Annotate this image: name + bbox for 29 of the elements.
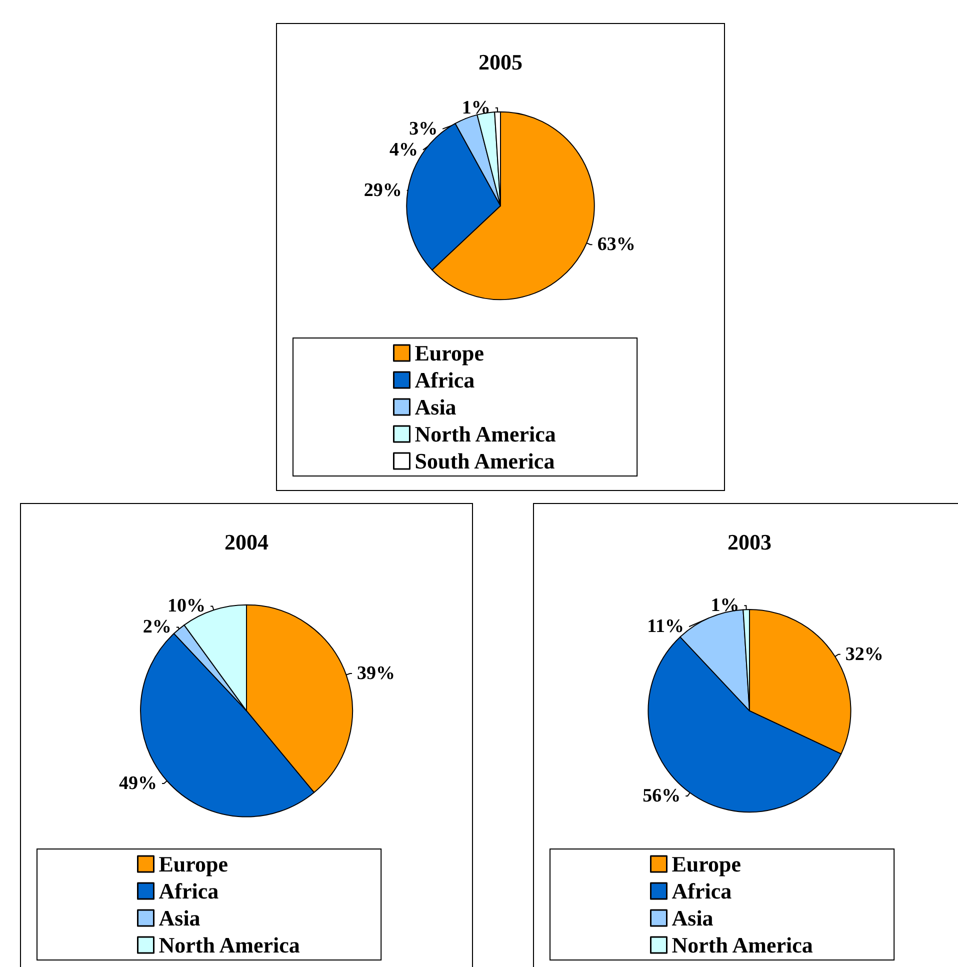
legend-label: Asia xyxy=(672,906,714,930)
data-label: 2% xyxy=(142,616,172,638)
data-label: 1% xyxy=(710,595,740,616)
data-label: 56% xyxy=(642,785,681,806)
legend-label: Africa xyxy=(158,878,219,904)
legend-label: Africa xyxy=(414,368,475,392)
data-label: 11% xyxy=(647,616,684,638)
data-label: 63% xyxy=(597,234,636,256)
legend-label: Asia xyxy=(158,906,200,930)
legend-label: Africa xyxy=(672,878,732,904)
legend-label: South America xyxy=(414,448,555,474)
data-label: 3% xyxy=(409,118,438,140)
data-label: 10% xyxy=(168,596,206,617)
legend-label: North America xyxy=(672,932,813,958)
chart-title: 2003 xyxy=(728,530,772,554)
data-label: 29% xyxy=(364,180,402,201)
data-label: 4% xyxy=(390,139,418,160)
data-label: 39% xyxy=(356,663,395,684)
chart-title: 2004 xyxy=(224,530,268,554)
chart-title: 2005 xyxy=(478,50,522,74)
data-label: 1% xyxy=(462,97,490,118)
legend-label: Europe xyxy=(672,852,742,876)
legend-label: Asia xyxy=(414,394,456,420)
data-label: 32% xyxy=(845,644,884,665)
legend-label: North America xyxy=(158,932,300,958)
data-label: 49% xyxy=(119,773,157,794)
legend-label: Europe xyxy=(158,852,228,876)
legend-label: Europe xyxy=(414,340,484,366)
legend-label: North America xyxy=(414,422,556,446)
